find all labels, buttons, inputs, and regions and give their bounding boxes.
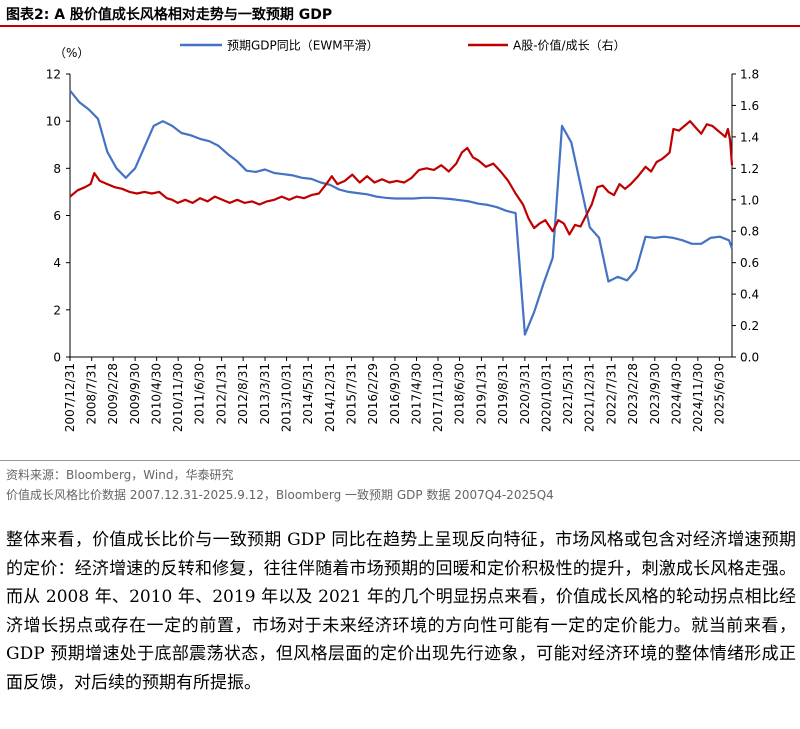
- x-tick-label: 2019/8/31: [496, 363, 510, 425]
- x-tick-label: 2009/9/30: [128, 363, 142, 425]
- x-tick-label: 2025/6/30: [712, 363, 726, 425]
- left-tick-label: 12: [46, 68, 61, 82]
- x-tick-label: 2014/5/31: [301, 363, 315, 425]
- x-tick-label: 2008/7/31: [85, 363, 99, 425]
- x-tick-label: 2024/11/30: [691, 363, 705, 432]
- x-tick-label: 2017/4/30: [409, 363, 423, 425]
- x-tick-label: 2021/12/31: [583, 363, 597, 432]
- right-tick-label: 0.2: [740, 319, 759, 333]
- x-tick-label: 2010/4/30: [150, 363, 164, 425]
- right-tick-label: 1.0: [740, 193, 759, 207]
- x-tick-label: 2010/11/30: [171, 363, 185, 432]
- left-tick-label: 4: [53, 256, 61, 270]
- x-tick-label: 2012/1/31: [215, 363, 229, 425]
- chart-series: [69, 89, 734, 336]
- value-growth-ratio-line: [69, 120, 734, 236]
- x-tick-label: 2013/10/31: [280, 363, 294, 432]
- x-tick-label: 2016/9/30: [388, 363, 402, 425]
- right-tick-label: 1.8: [740, 68, 759, 82]
- right-tick-label: 1.4: [740, 130, 759, 144]
- x-tick-label: 2020/3/31: [518, 363, 532, 425]
- chart-legend: 预期GDP同比（EWM平滑） A股-价值/成长（右）: [180, 38, 626, 53]
- x-tick-label: 2016/2/29: [366, 363, 380, 425]
- x-tick-label: 2020/10/31: [539, 363, 553, 432]
- x-tick-label: 2022/7/31: [604, 363, 618, 425]
- legend-ratio-label: A股-价值/成长（右）: [513, 38, 626, 53]
- x-tick-label: 2014/12/31: [323, 363, 337, 432]
- right-tick-label: 0.6: [740, 256, 759, 270]
- x-tick-label: 2021/5/31: [561, 363, 575, 425]
- figure-title: 图表2: A 股价值成长风格相对走势与一致预期 GDP: [6, 7, 333, 23]
- x-tick-label: 2009/2/28: [106, 363, 120, 425]
- data-range-note: 价值成长风格比价数据 2007.12.31-2025.9.12，Bloomber…: [6, 488, 554, 502]
- x-tick-label: 2015/7/31: [345, 363, 359, 425]
- body-paragraph: 整体来看，价值成长比价与一致预期 GDP 同比在趋势上呈现反向特征，市场风格或包…: [6, 530, 796, 693]
- left-tick-label: 2: [53, 303, 61, 317]
- x-tick-label: 2017/11/30: [431, 363, 445, 432]
- x-tick-label: 2023/2/28: [626, 363, 640, 425]
- right-tick-label: 0.0: [740, 351, 759, 365]
- right-tick-label: 0.4: [740, 288, 759, 302]
- x-tick-label: 2012/8/31: [236, 363, 250, 425]
- x-tick-label: 2007/12/31: [63, 363, 77, 432]
- left-tick-label: 8: [53, 162, 61, 176]
- right-tick-label: 1.6: [740, 99, 759, 113]
- right-tick-label: 1.2: [740, 162, 759, 176]
- chart-axes: 0 2 4 6 8 10 12 0.0 0.2 0.4 0.6 0.8 1.0 1.2 1.4 1.6 1.8 2…: [46, 68, 759, 433]
- x-tick-label: 2013/3/31: [258, 363, 272, 425]
- x-tick-label: 2011/6/30: [193, 363, 207, 425]
- x-tick-label: 2023/9/30: [648, 363, 662, 425]
- x-tick-label: 2018/6/30: [453, 363, 467, 425]
- gdp-vs-style-chart: （%） 预期GDP同比（EWM平滑） A股-价值/成长（右） 0 2 4 6 8 10 12…: [46, 38, 759, 433]
- x-tick-label: 2019/1/31: [474, 363, 488, 425]
- legend-gdp-label: 预期GDP同比（EWM平滑）: [227, 39, 379, 53]
- left-tick-label: 6: [53, 209, 61, 223]
- source-divider: [0, 460, 800, 461]
- source-note: 资料来源：Bloomberg，Wind，华泰研究: [6, 468, 234, 482]
- title-divider: [0, 25, 800, 27]
- gdp-forecast-line: [69, 89, 734, 336]
- left-axis-unit-label: （%）: [54, 46, 89, 60]
- right-tick-label: 0.8: [740, 225, 759, 239]
- left-tick-label: 10: [46, 115, 61, 129]
- left-tick-label: 0: [53, 351, 61, 365]
- x-tick-label: 2024/4/30: [669, 363, 683, 425]
